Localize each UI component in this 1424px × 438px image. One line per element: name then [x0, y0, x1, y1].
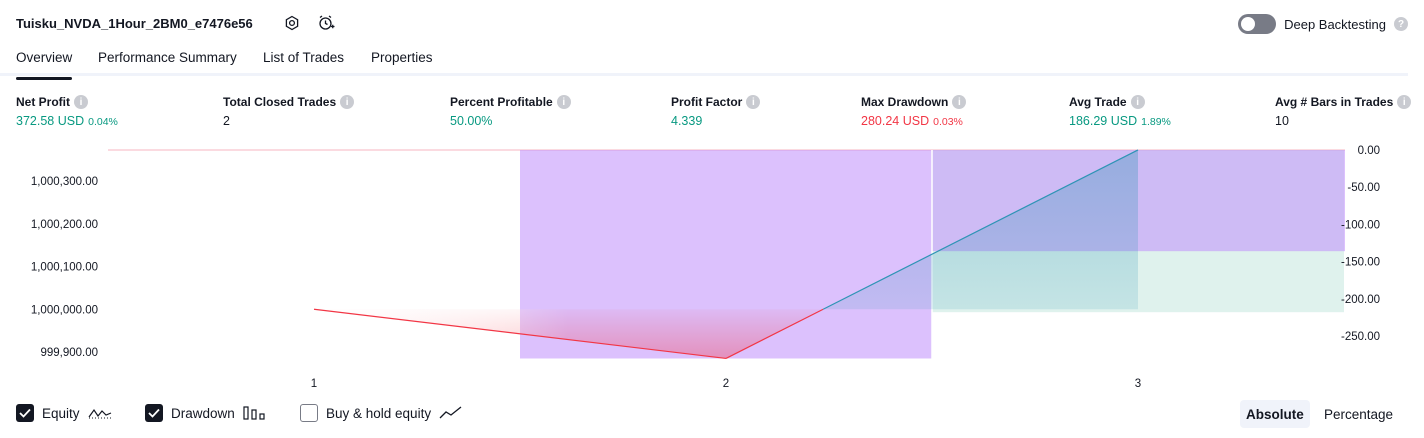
strategy-title: Tuisku_NVDA_1Hour_2BM0_e7476e56: [16, 16, 253, 31]
equity-loss-fade: [314, 309, 824, 359]
info-icon[interactable]: i: [952, 95, 967, 109]
metric-net-profit: Net Profit i 372.58 USD 0.04%: [16, 95, 118, 128]
left-axis-tick-label: 1,000,100.00: [31, 262, 98, 274]
drawdown-checkbox[interactable]: Drawdown: [145, 404, 265, 422]
left-axis-tick-label: 1,000,200.00: [31, 219, 98, 231]
buy-hold-label: Buy & hold equity: [326, 405, 432, 421]
x-axis-tick-label: 1: [311, 378, 317, 390]
left-axis-tick-label: 1,000,000.00: [31, 304, 98, 316]
metric-value: 10: [1275, 114, 1289, 128]
metric-value: 50.00%: [450, 114, 493, 128]
deep-backtesting-label: Deep Backtesting: [1284, 16, 1386, 32]
tab-performance-summary[interactable]: Performance Summary: [98, 50, 237, 65]
metric-avg-trade: Avg Trade i 186.29 USD 1.89%: [1069, 95, 1171, 128]
equity-line-recover: [725, 308, 824, 359]
drawdown-legend-icon: [243, 406, 265, 420]
metric-avg-bars-in-trades: Avg # Bars in Trades i 10: [1275, 95, 1412, 128]
right-axis-tick-label: 0.00: [1358, 145, 1380, 157]
metric-value: 280.24 USD: [861, 114, 930, 128]
add-alert-icon[interactable]: [316, 13, 336, 33]
info-icon[interactable]: i: [1130, 95, 1145, 109]
metric-value: 186.29 USD: [1069, 114, 1138, 128]
metric-percent-profitable: Percent Profitable i 50.00%: [450, 95, 571, 128]
info-icon[interactable]: i: [556, 95, 571, 109]
equity-chart[interactable]: 1,000,300.00 1,000,200.00 1,000,100.00 1,00…: [0, 140, 1424, 398]
help-icon[interactable]: ?: [1394, 17, 1408, 31]
tab-list-of-trades[interactable]: List of Trades: [263, 50, 345, 65]
right-axis-tick-label: -150.00: [1341, 257, 1380, 269]
tab-bar: Overview Performance Summary List of Tra…: [0, 46, 1408, 80]
checkbox-checked[interactable]: [145, 404, 163, 422]
info-icon[interactable]: i: [1397, 95, 1412, 109]
settings-icon[interactable]: [282, 13, 302, 33]
metric-label: Max Drawdown: [861, 95, 949, 109]
info-icon[interactable]: i: [74, 95, 88, 109]
metric-label: Net Profit: [16, 95, 70, 109]
metric-percent: 1.89%: [1141, 116, 1171, 128]
metric-total-closed-trades: Total Closed Trades i 2: [223, 95, 355, 128]
metric-value: 372.58 USD: [16, 114, 85, 128]
info-icon[interactable]: i: [746, 95, 761, 109]
left-axis-tick-label: 999,900.00: [40, 347, 98, 359]
metric-profit-factor: Profit Factor i 4.339: [671, 95, 761, 128]
percentage-button[interactable]: Percentage: [1324, 406, 1394, 422]
metric-percent: 0.03%: [933, 116, 963, 128]
right-axis-tick-label: -250.00: [1341, 331, 1380, 343]
equity-line-up: [822, 149, 1139, 310]
deep-backtesting: Deep Backtesting ?: [1238, 14, 1408, 34]
metric-max-drawdown: Max Drawdown i 280.24 USD 0.03%: [861, 95, 967, 128]
equity-checkbox[interactable]: Equity: [16, 404, 112, 422]
absolute-button[interactable]: Absolute: [1240, 400, 1310, 428]
buy-hold-checkbox[interactable]: Buy & hold equity: [300, 404, 463, 422]
strategy-header: Tuisku_NVDA_1Hour_2BM0_e7476e56 Deep Bac…: [0, 0, 1424, 46]
equity-label: Equity: [42, 405, 80, 421]
info-icon[interactable]: i: [340, 95, 355, 109]
drawdown-label: Drawdown: [171, 405, 235, 421]
buy-hold-legend-icon: [439, 406, 462, 419]
chart-controls: Equity Drawdown Buy & hold equity Absolu…: [0, 400, 1424, 430]
equity-legend-icon: [88, 408, 111, 419]
metric-label: Avg # Bars in Trades: [1275, 95, 1394, 109]
deep-backtesting-toggle[interactable]: [1238, 14, 1277, 34]
left-axis-tick-label: 1,000,300.00: [31, 176, 98, 188]
right-axis-tick-label: -100.00: [1341, 219, 1380, 231]
metric-label: Avg Trade: [1069, 95, 1127, 109]
metric-value: 2: [223, 114, 230, 128]
checkbox-unchecked[interactable]: [300, 404, 318, 422]
metric-label: Total Closed Trades: [223, 95, 337, 109]
checkbox-checked[interactable]: [16, 404, 34, 422]
equity-line-down: [313, 308, 727, 360]
metric-label: Percent Profitable: [450, 95, 553, 109]
metric-value: 4.339: [671, 114, 703, 128]
metric-percent: 0.04%: [88, 116, 118, 128]
right-axis-tick-label: -50.00: [1347, 182, 1380, 194]
tab-overview[interactable]: Overview: [16, 50, 73, 80]
tab-properties[interactable]: Properties: [371, 50, 433, 65]
right-axis-tick-label: -200.00: [1341, 294, 1380, 306]
metric-label: Profit Factor: [671, 95, 743, 109]
x-axis-tick-label: 2: [723, 378, 729, 390]
x-axis-tick-label: 3: [1135, 378, 1141, 390]
